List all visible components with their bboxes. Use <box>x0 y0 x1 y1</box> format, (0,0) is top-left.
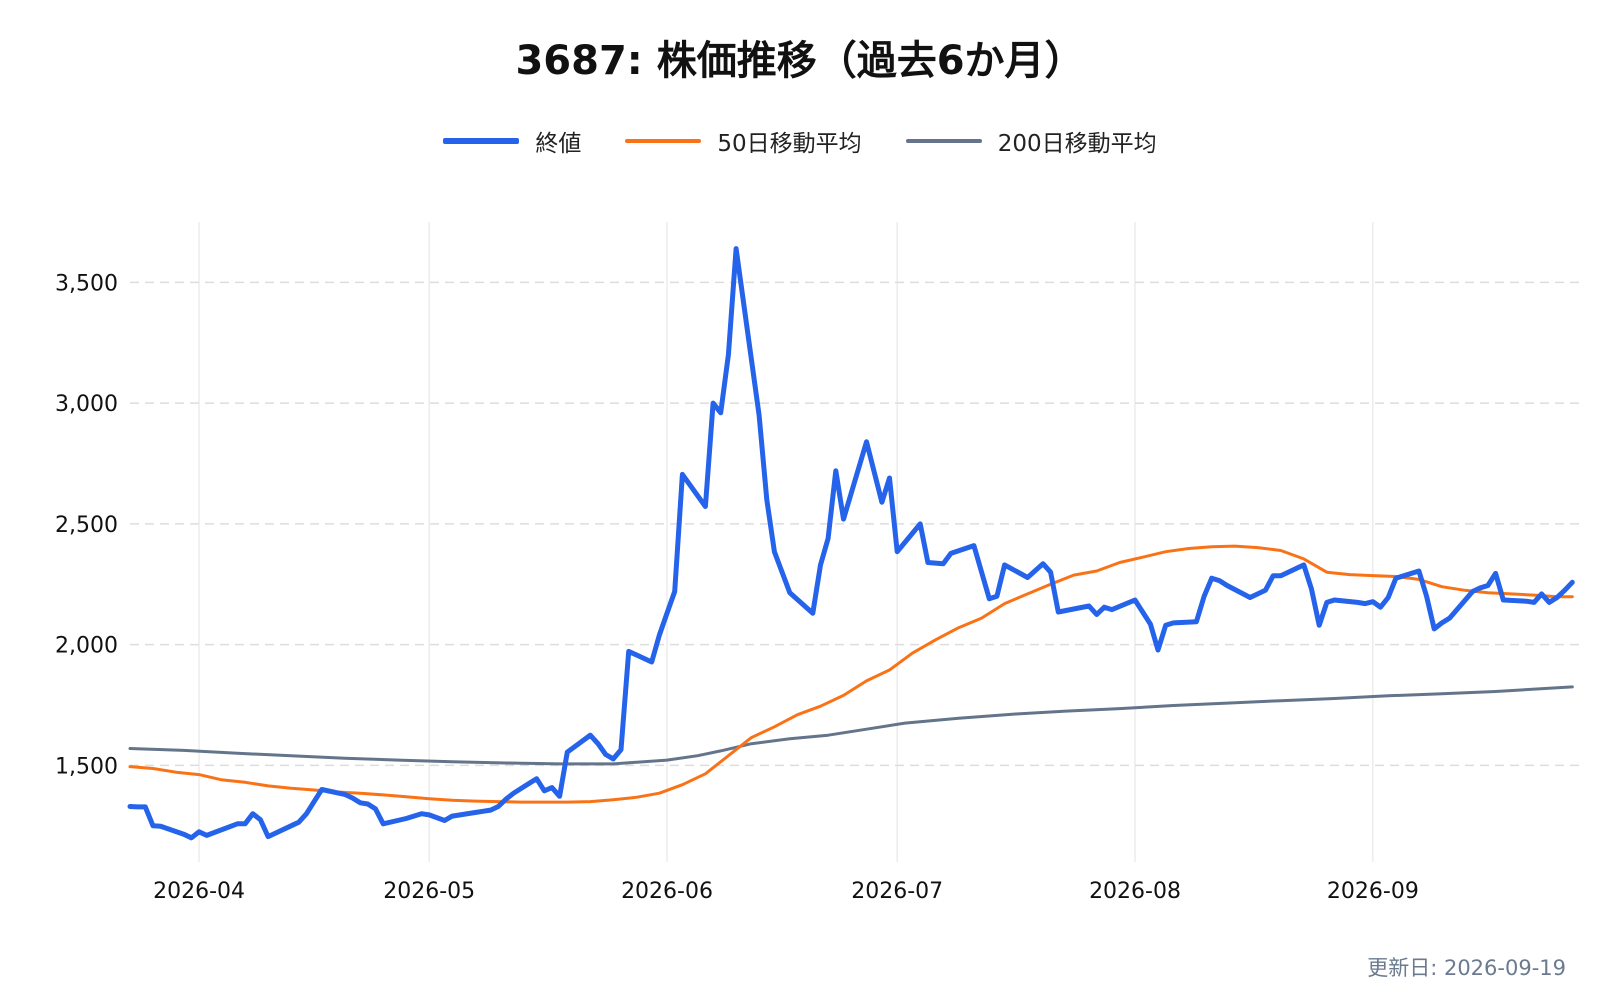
legend-item-ma50[interactable]: 50日移動平均 <box>625 124 862 158</box>
legend-item-ma200[interactable]: 200日移動平均 <box>905 124 1157 158</box>
x-tick-label: 2026-04 <box>153 879 245 904</box>
series-line-ma50 <box>128 544 1574 804</box>
legend-label-close: 終値 <box>535 131 582 157</box>
chart-title: 3687: 株価推移（過去6か月） <box>515 38 1085 84</box>
x-tick-label: 2026-09 <box>1327 879 1419 904</box>
series-line-close <box>127 246 1575 841</box>
y-tick-label: 1,500 <box>55 754 118 779</box>
legend-swatch-ma50 <box>625 139 702 143</box>
updated-date: 更新日: 2026-09-19 <box>1367 956 1566 980</box>
series-line-ma200 <box>128 685 1574 766</box>
y-tick-label: 3,500 <box>55 271 118 296</box>
legend-item-close[interactable]: 終値 <box>443 124 581 158</box>
legend-label-ma50: 50日移動平均 <box>717 131 862 157</box>
y-tick-label: 3,000 <box>55 392 118 417</box>
legend-label-ma200: 200日移動平均 <box>997 131 1157 157</box>
legend-swatch-close <box>443 138 520 144</box>
x-tick-label: 2026-06 <box>621 879 713 904</box>
legend: 終値 50日移動平均 200日移動平均 <box>0 124 1600 158</box>
y-tick-label: 2,000 <box>55 634 118 659</box>
x-tick-label: 2026-07 <box>851 879 943 904</box>
x-tick-label: 2026-08 <box>1089 879 1181 904</box>
y-tick-label: 2,500 <box>55 513 118 538</box>
x-tick-label: 2026-05 <box>383 879 475 904</box>
legend-swatch-ma200 <box>905 139 982 143</box>
